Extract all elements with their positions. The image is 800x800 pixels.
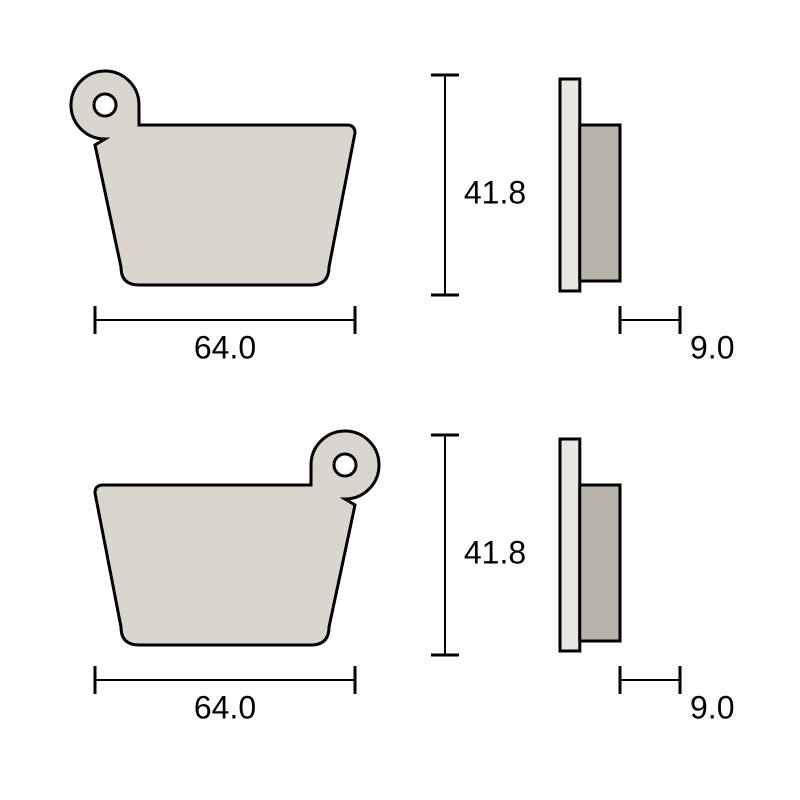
brake-pad-dimension-diagram: 41.8 64.0 9.0 41.8 64.0 9.0 — [0, 0, 800, 800]
dim-height-label: 41.8 — [464, 534, 526, 570]
pad-side-friction — [580, 125, 620, 281]
pad-front-view — [71, 71, 355, 285]
dim-width-label: 64.0 — [194, 329, 256, 365]
dim-thickness-label: 9.0 — [690, 689, 734, 725]
pad-side-plate — [560, 439, 580, 651]
dim-width-label: 64.0 — [194, 689, 256, 725]
dim-height-label: 41.8 — [464, 174, 526, 210]
brake-pad: 41.8 64.0 9.0 — [71, 71, 734, 365]
pad-side-plate — [560, 79, 580, 291]
pad-side-friction — [580, 485, 620, 641]
brake-pad: 41.8 64.0 9.0 — [95, 431, 734, 725]
dim-thickness-label: 9.0 — [690, 329, 734, 365]
pad-front-view — [95, 431, 379, 645]
